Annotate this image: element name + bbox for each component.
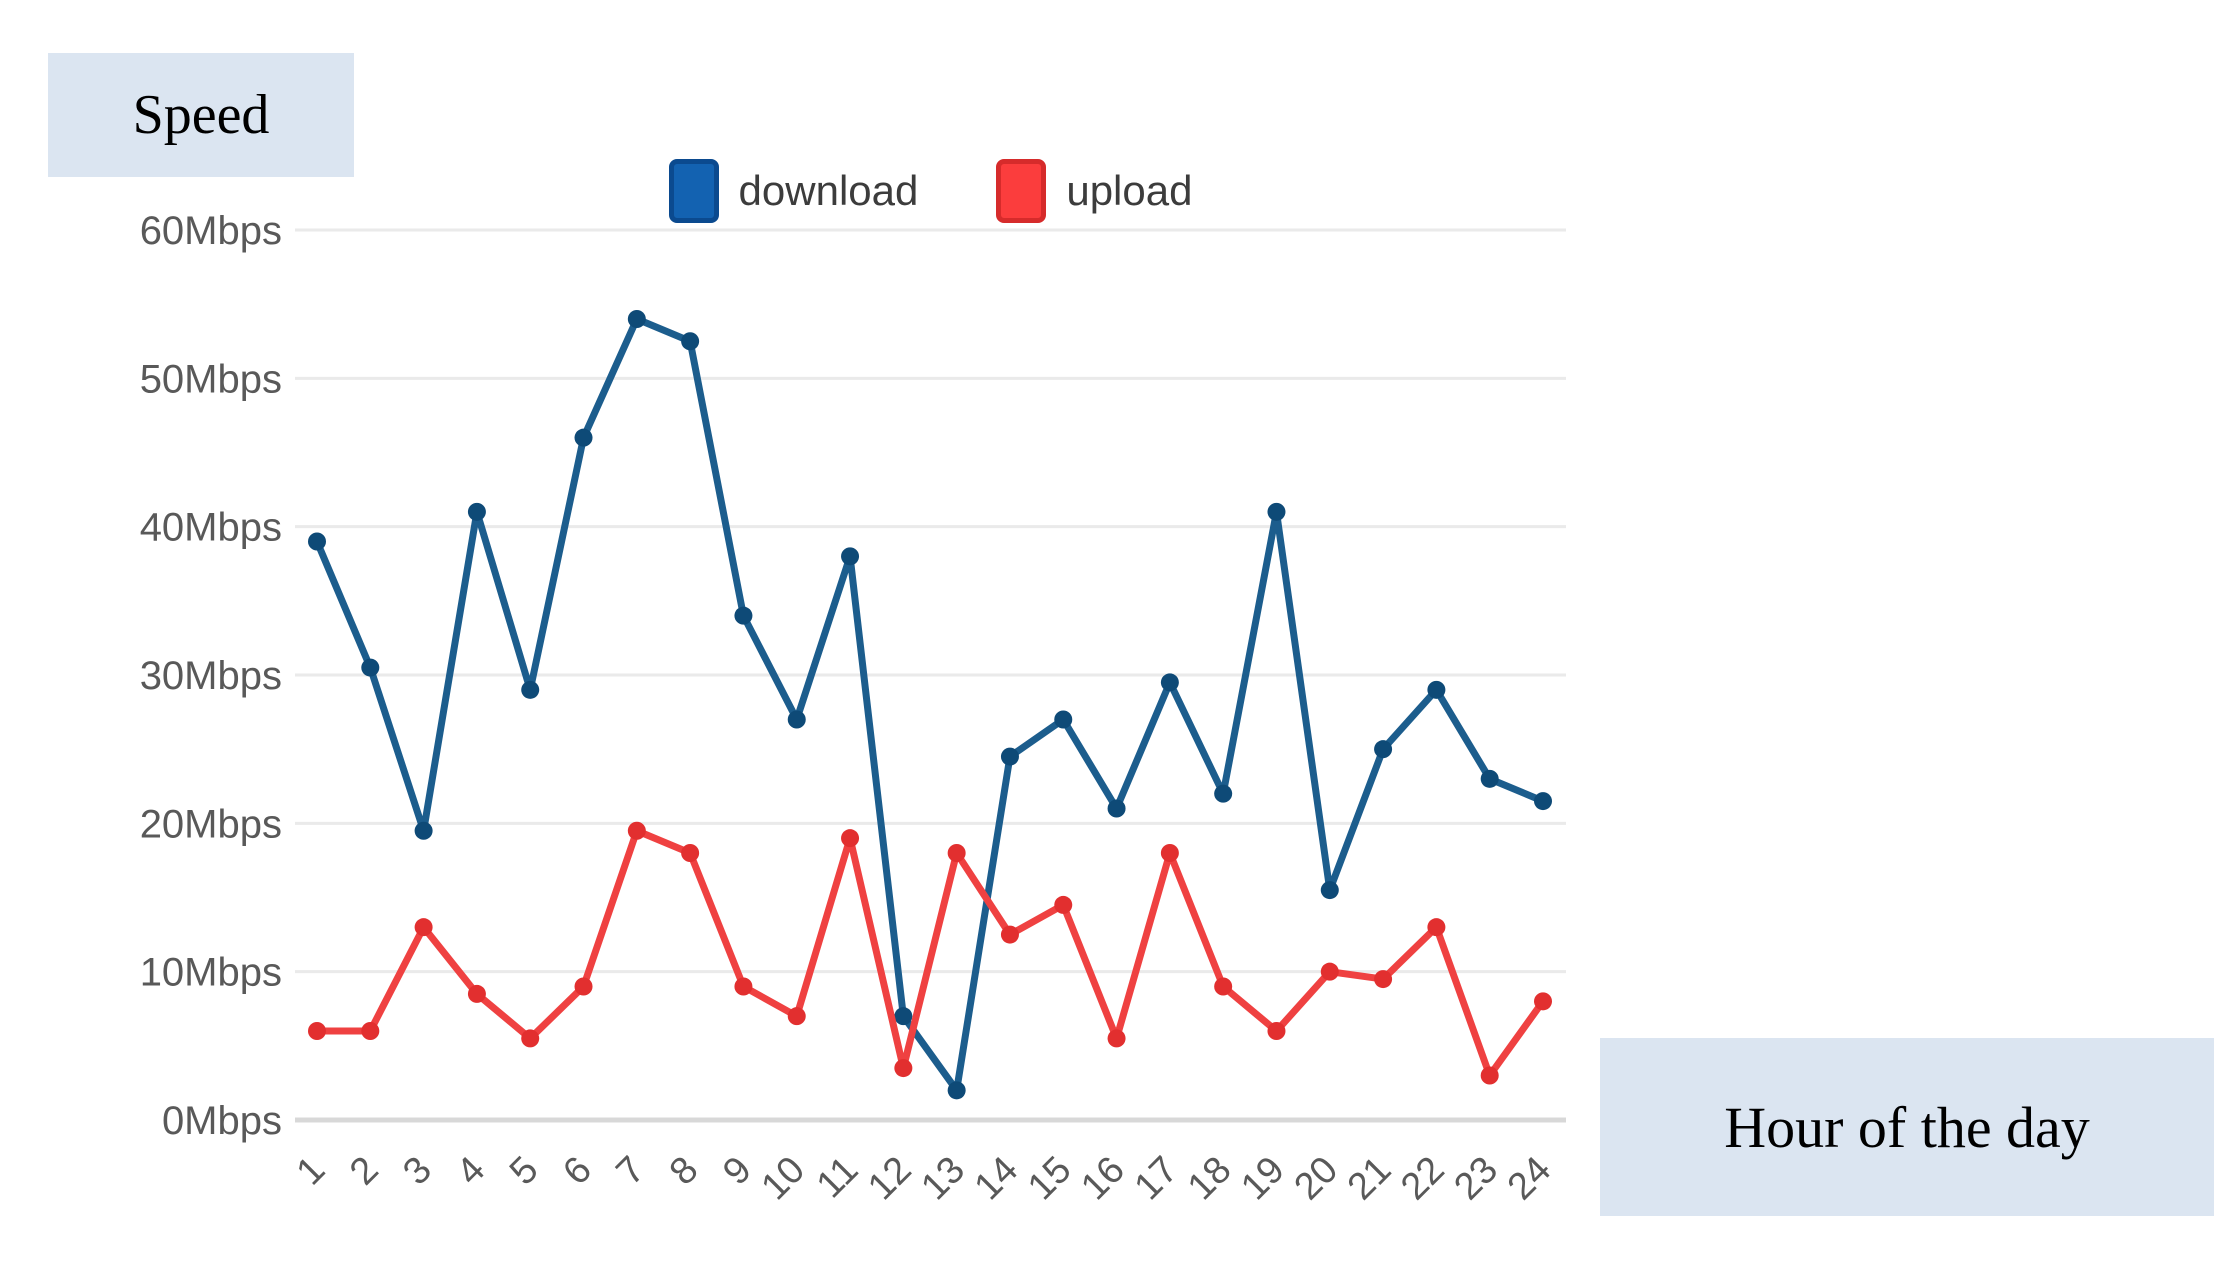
upload-point xyxy=(1374,970,1393,989)
x-tick-label: 18 xyxy=(1180,1149,1240,1209)
upload-point xyxy=(734,977,753,996)
x-tick-label: 4 xyxy=(449,1149,494,1194)
upload-point xyxy=(681,844,700,862)
download-point xyxy=(1427,680,1446,699)
x-tick-label: 7 xyxy=(609,1149,654,1194)
x-tick-label: 5 xyxy=(502,1149,547,1194)
legend-item-upload: upload xyxy=(996,159,1192,223)
y-tick-label: 30Mbps xyxy=(140,654,282,698)
upload-point xyxy=(1000,925,1019,944)
download-legend-swatch xyxy=(668,159,719,223)
x-tick-label: 20 xyxy=(1287,1149,1347,1209)
x-tick-label: 8 xyxy=(662,1149,707,1194)
upload-legend-swatch xyxy=(996,159,1047,223)
download-point xyxy=(414,821,433,840)
y-tick-label: 10Mbps xyxy=(140,951,282,995)
upload-point xyxy=(627,821,646,840)
chart-legend: download upload xyxy=(295,148,1566,234)
legend-item-download: download xyxy=(668,159,919,223)
x-tick-label: 15 xyxy=(1020,1149,1080,1209)
upload-point xyxy=(414,918,433,937)
x-axis-title-box: Hour of the day xyxy=(1600,1038,2214,1216)
download-point xyxy=(681,332,700,351)
download-point xyxy=(308,532,326,551)
upload-point xyxy=(1480,1066,1499,1085)
download-point xyxy=(1214,784,1233,803)
upload-point xyxy=(841,829,860,848)
upload-point xyxy=(467,984,486,1003)
x-axis-title: Hour of the day xyxy=(1724,1094,2090,1160)
x-tick-label: 24 xyxy=(1500,1149,1560,1209)
download-point xyxy=(1374,740,1393,759)
download-point xyxy=(521,680,540,699)
upload-point xyxy=(521,1029,540,1048)
y-axis-title-box: Speed xyxy=(48,53,354,177)
x-tick-label: 9 xyxy=(715,1149,760,1194)
download-point xyxy=(1320,881,1339,900)
upload-point xyxy=(1320,962,1339,981)
x-tick-label: 11 xyxy=(809,1149,867,1207)
x-tick-label: 19 xyxy=(1233,1149,1293,1209)
y-tick-label: 0Mbps xyxy=(162,1099,282,1143)
download-point xyxy=(1000,747,1019,766)
download-point xyxy=(947,1081,966,1100)
y-tick-label: 50Mbps xyxy=(140,357,282,401)
download-point xyxy=(841,547,860,566)
x-tick-label: 10 xyxy=(754,1149,814,1209)
upload-point xyxy=(361,1022,380,1040)
download-point xyxy=(627,310,646,328)
x-tick-label: 23 xyxy=(1446,1149,1506,1209)
upload-point xyxy=(1267,1022,1286,1040)
download-point xyxy=(361,658,380,677)
download-point xyxy=(574,428,593,447)
x-tick-label: 3 xyxy=(395,1149,440,1194)
download-legend-label: download xyxy=(738,167,919,214)
download-line xyxy=(313,315,1547,1094)
download-point xyxy=(1267,502,1286,521)
upload-point xyxy=(1427,918,1446,937)
upload-point xyxy=(787,1007,806,1026)
download-point xyxy=(467,502,486,521)
upload-line xyxy=(313,827,1547,1079)
x-tick-label: 12 xyxy=(860,1149,920,1209)
upload-point xyxy=(1160,844,1179,862)
upload-point xyxy=(1054,895,1073,914)
y-tick-label: 20Mbps xyxy=(140,802,282,846)
download-point xyxy=(1054,710,1073,729)
x-tick-label: 14 xyxy=(967,1149,1027,1209)
download-point xyxy=(1480,769,1499,788)
x-tick-label: 13 xyxy=(913,1149,973,1209)
upload-point xyxy=(894,1059,913,1078)
download-point xyxy=(894,1007,913,1026)
upload-point xyxy=(308,1022,326,1040)
x-tick-label: 17 xyxy=(1127,1149,1187,1209)
x-tick-label: 22 xyxy=(1393,1149,1453,1209)
y-axis-title: Speed xyxy=(132,84,270,146)
download-point xyxy=(1534,792,1552,811)
download-point xyxy=(1107,799,1126,818)
download-point xyxy=(787,710,806,729)
download-point xyxy=(1160,673,1179,692)
upload-point xyxy=(1107,1029,1126,1048)
download-point xyxy=(734,606,753,625)
x-tick-label: 1 xyxy=(289,1149,334,1194)
upload-point xyxy=(574,977,593,996)
upload-point xyxy=(1534,992,1552,1011)
x-tick-label: 2 xyxy=(342,1149,387,1194)
y-tick-label: 60Mbps xyxy=(140,209,282,253)
upload-point xyxy=(1214,977,1233,996)
upload-legend-label: upload xyxy=(1066,167,1193,214)
x-tick-label: 21 xyxy=(1340,1149,1400,1209)
y-tick-label: 40Mbps xyxy=(140,506,282,550)
upload-point xyxy=(947,844,966,862)
x-tick-label: 6 xyxy=(555,1149,600,1194)
x-tick-label: 16 xyxy=(1073,1149,1133,1209)
